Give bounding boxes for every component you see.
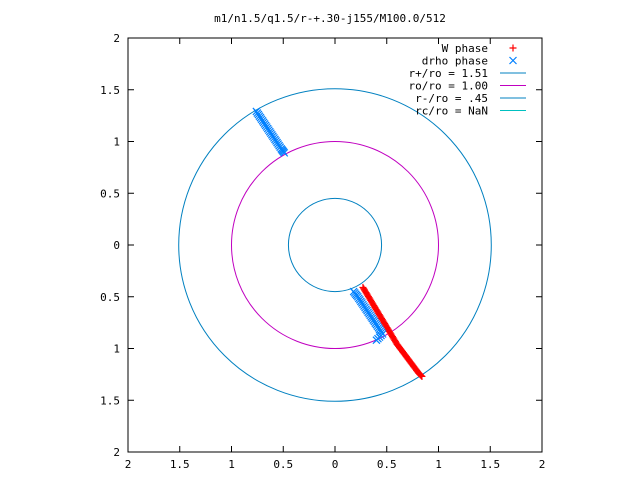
circle-r <box>178 88 492 402</box>
legend-label: r+/ro = 1.51 <box>409 67 488 80</box>
legend-label: rc/ro = NaN <box>415 105 488 118</box>
w-phase-point <box>417 372 425 380</box>
circle-ro <box>231 141 439 349</box>
y-tick-label: 1 <box>113 343 120 356</box>
x-tick-label: 1.5 <box>170 458 190 471</box>
x-tick-label: 2 <box>125 458 132 471</box>
x-tick-label: 0.5 <box>273 458 293 471</box>
y-tick-label: 1 <box>113 136 120 149</box>
y-tick-label: 2 <box>113 32 120 45</box>
reference-circles <box>178 88 492 402</box>
y-tick-label: 1.5 <box>100 394 120 407</box>
legend-label: ro/ro = 1.00 <box>409 80 488 93</box>
legend-marker <box>509 44 517 52</box>
x-tick-label: 1.5 <box>480 458 500 471</box>
drho-phase-point <box>372 336 381 345</box>
legend-label: drho phase <box>422 55 488 68</box>
x-tick-label: 0 <box>332 458 339 471</box>
axis-ticks: 2 1.5 1 0.5 0 0.5 1 1.5 221.510.500.511.52 <box>100 32 545 471</box>
legend-label: r-/ro = .45 <box>415 92 488 105</box>
drho-phase-point <box>280 148 289 157</box>
chart-title: m1/n1.5/q1.5/r-+.30-j155/M100.0/512 <box>214 12 446 25</box>
y-tick-label: 0.5 <box>100 291 120 304</box>
circle-r <box>287 197 383 293</box>
y-tick-label: 1.5 <box>100 84 120 97</box>
x-tick-label: 0.5 <box>377 458 397 471</box>
data-points <box>252 107 426 380</box>
legend-label: W phase <box>442 42 488 55</box>
y-tick-label: 0 <box>113 239 120 252</box>
y-tick-label: 0.5 <box>100 187 120 200</box>
w-phase-point <box>418 372 426 380</box>
x-tick-label: 1 <box>228 458 235 471</box>
legend-marker <box>509 56 517 65</box>
w-phase-point <box>416 371 424 379</box>
y-tick-label: 2 <box>113 446 120 459</box>
x-tick-label: 2 <box>539 458 546 471</box>
x-tick-label: 1 <box>435 458 442 471</box>
